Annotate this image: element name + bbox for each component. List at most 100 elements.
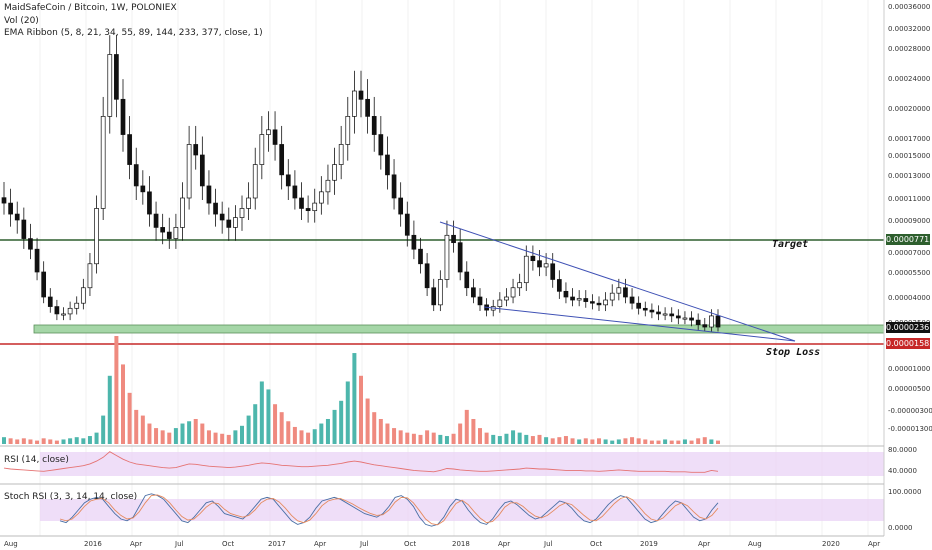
volume-bar	[41, 438, 46, 444]
candle-body	[127, 134, 132, 165]
candle-body	[74, 302, 80, 309]
candle-body	[345, 116, 351, 145]
candle-body	[305, 208, 311, 212]
candle-body	[550, 263, 556, 280]
candle-body	[338, 144, 344, 165]
candle-body	[206, 185, 212, 204]
candle-body	[371, 116, 377, 135]
price-tick-label: 0.00017000	[888, 135, 930, 143]
volume-bar	[676, 440, 681, 444]
volume-bar	[530, 436, 535, 444]
candle-body	[675, 315, 681, 319]
time-tick-label: 2020	[822, 540, 840, 548]
candle-body	[94, 208, 99, 265]
time-tick-label: 2017	[268, 540, 286, 548]
volume-bar	[48, 439, 53, 444]
candle-body	[556, 279, 562, 292]
candle-body	[636, 302, 642, 309]
candle-body	[642, 307, 648, 311]
volume-bar	[550, 438, 555, 444]
candle-body	[193, 144, 199, 156]
candle-body	[1, 197, 7, 204]
time-tick-label: Aug	[4, 540, 18, 548]
time-tick-label: Jul	[174, 540, 184, 548]
candle-body	[67, 307, 73, 315]
volume-bar	[656, 440, 661, 444]
volume-bar	[365, 398, 370, 444]
volume-bar	[471, 418, 476, 444]
target-note: Target	[772, 239, 809, 250]
candle-body	[114, 54, 119, 100]
candle-body	[358, 90, 364, 100]
ema-legend[interactable]: EMA Ribbon (5, 8, 21, 34, 55, 89, 144, 2…	[4, 28, 263, 38]
volume-bar	[246, 415, 251, 444]
candle-body	[153, 213, 159, 228]
volume-bar	[359, 375, 363, 444]
candle-body	[477, 296, 483, 306]
volume-bar	[147, 423, 152, 444]
volume-bar	[669, 440, 674, 444]
volume-bar	[279, 412, 284, 444]
price-tick-label: 0.00015000	[888, 152, 930, 160]
price-tick-label: 0.00013000	[888, 172, 930, 180]
target-price-tag: 0.00007715	[886, 234, 932, 245]
candle-body	[226, 219, 232, 228]
candle-body	[563, 290, 569, 298]
volume-bar	[478, 428, 482, 444]
volume-bar	[491, 434, 496, 444]
price-tick-label: 0.00005500	[888, 269, 930, 277]
candle-body	[219, 213, 225, 221]
volume-bar	[8, 438, 13, 444]
volume-bar	[623, 438, 628, 444]
candle-body	[530, 255, 536, 262]
volume-bar	[114, 336, 119, 444]
time-tick-label: 2019	[640, 540, 658, 548]
stoch-k-line	[59, 493, 719, 527]
chart-title[interactable]: MaidSafeCoin / Bitcoin, 1W, POLONIEX	[4, 3, 177, 13]
candle-body	[431, 287, 437, 306]
candle-body	[464, 271, 470, 289]
candle-body	[259, 134, 265, 165]
candle-body	[14, 213, 20, 221]
volume-bar	[15, 439, 20, 444]
candle-body	[649, 309, 655, 313]
candle-body	[120, 98, 126, 135]
price-tick-label: -0.00000300	[888, 407, 932, 415]
time-tick-label: Apr	[698, 540, 710, 548]
volume-bar	[504, 433, 509, 444]
volume-bar	[226, 434, 231, 444]
volume-bar	[325, 418, 330, 444]
candle-body	[87, 263, 93, 289]
volume-bar	[2, 437, 6, 444]
time-tick-label: Apr	[868, 540, 880, 548]
candle-body	[404, 213, 410, 236]
volume-bar	[180, 423, 185, 444]
volume-bar	[444, 436, 449, 444]
volume-bar	[616, 439, 621, 444]
volume-bar	[312, 429, 317, 444]
time-tick-label: Apr	[130, 540, 142, 548]
candle-body	[517, 282, 523, 289]
volume-bar	[213, 432, 218, 444]
rsi-line	[3, 451, 719, 473]
vol-legend[interactable]: Vol (20)	[4, 16, 39, 26]
candle-body	[385, 154, 390, 176]
volume-bar	[345, 381, 350, 444]
time-tick-label: Oct	[222, 540, 234, 548]
volume-bar	[140, 415, 145, 444]
volume-bar	[583, 438, 588, 444]
volume-bar	[385, 423, 390, 444]
candle-body	[292, 185, 298, 199]
candle-body	[213, 202, 218, 215]
rsi-band	[40, 452, 884, 476]
rsi-legend[interactable]: RSI (14, close)	[4, 455, 69, 465]
candle-body	[603, 299, 608, 306]
candle-body	[186, 144, 192, 199]
stoch-tick-label: 0.0000	[888, 524, 913, 532]
candle-body	[609, 292, 615, 301]
volume-bar	[431, 432, 436, 444]
candle-body	[180, 197, 185, 228]
stoch-legend[interactable]: Stoch RSI (3, 3, 14, 14, close)	[4, 492, 138, 502]
volume-bar	[484, 432, 489, 444]
